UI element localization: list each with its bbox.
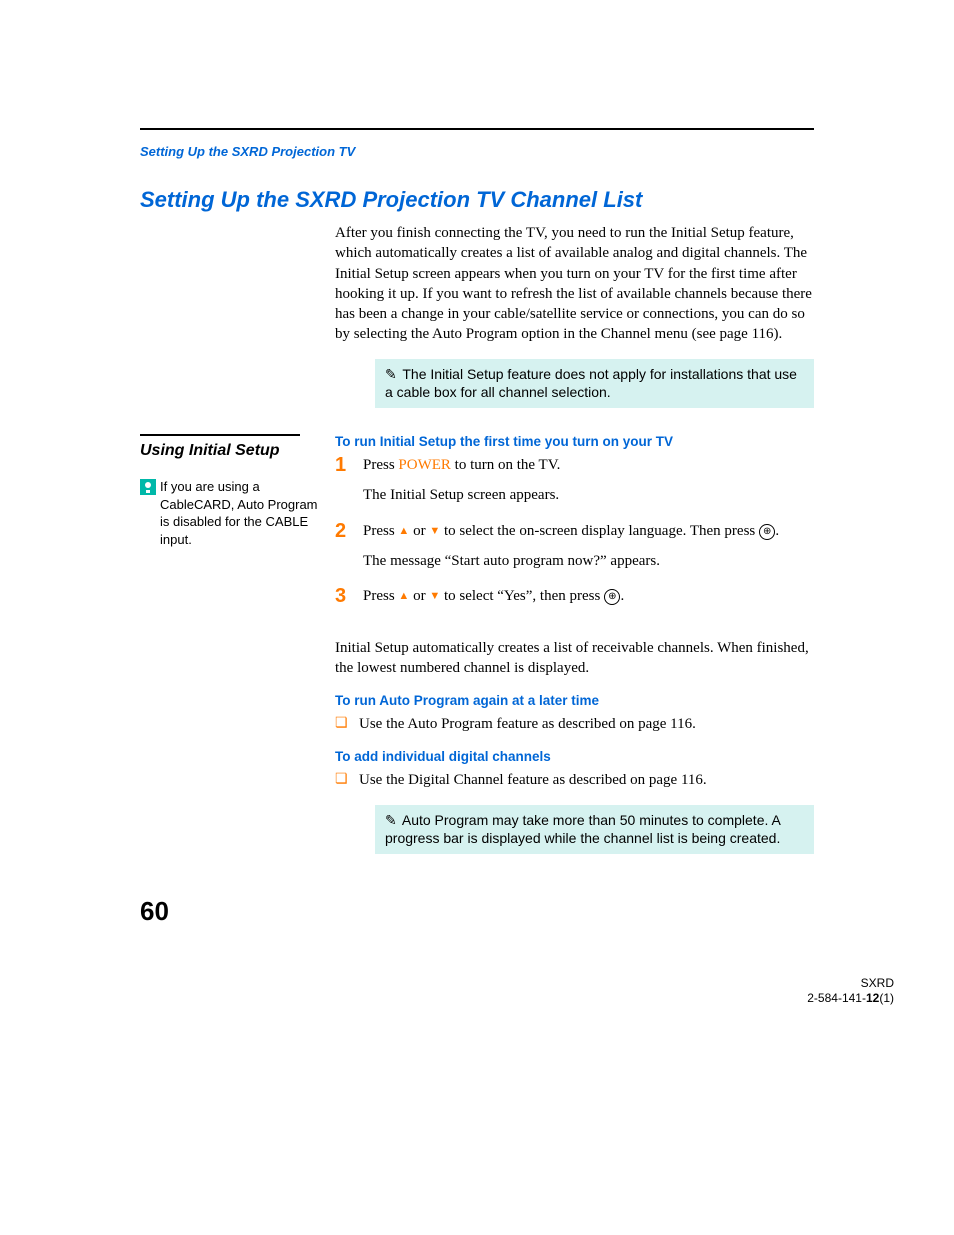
footer-docnum: 2-584-141-12(1): [807, 991, 894, 1007]
heading-auto-program-again: To run Auto Program again at a later tim…: [335, 693, 814, 708]
pencil-icon: ✎: [385, 366, 397, 382]
step-number: 2: [335, 521, 363, 541]
enter-button-icon: ⊕: [604, 589, 620, 605]
step-2-line-2: The message “Start auto program now?” ap…: [363, 551, 814, 573]
step-3-line-1: Press ▲ or ▼ to select “Yes”, then press…: [363, 586, 814, 608]
up-arrow-icon: ▲: [398, 525, 409, 537]
step-2: 2 Press ▲ or ▼ to select the on-screen d…: [335, 521, 814, 581]
footer: SXRD 2-584-141-12(1): [807, 976, 894, 1007]
heading-add-digital: To add individual digital channels: [335, 749, 814, 764]
bullet-auto-program: ❏ Use the Auto Program feature as descri…: [335, 714, 814, 735]
running-header: Setting Up the SXRD Projection TV: [140, 144, 814, 159]
power-label: POWER: [398, 457, 451, 473]
note-text: Auto Program may take more than 50 minut…: [385, 812, 780, 847]
pencil-icon: ✎: [385, 812, 397, 828]
step-1: 1 Press POWER to turn on the TV. The Ini…: [335, 455, 814, 515]
note-initial-setup: ✎ The Initial Setup feature does not app…: [375, 359, 814, 409]
intro-paragraph: After you finish connecting the TV, you …: [335, 223, 814, 345]
checkbox-icon: ❏: [335, 714, 359, 734]
down-arrow-icon: ▼: [429, 525, 440, 537]
step-2-line-1: Press ▲ or ▼ to select the on-screen dis…: [363, 521, 814, 543]
section-title: Setting Up the SXRD Projection TV Channe…: [140, 187, 814, 213]
bullet-text: Use the Digital Channel feature as descr…: [359, 770, 707, 791]
bullet-add-digital: ❏ Use the Digital Channel feature as des…: [335, 770, 814, 791]
subsection-title: Using Initial Setup: [140, 442, 325, 460]
footer-model: SXRD: [807, 976, 894, 992]
enter-button-icon: ⊕: [759, 524, 775, 540]
page-number: 60: [140, 896, 169, 927]
sidebar-tip: If you are using a CableCARD, Auto Progr…: [140, 478, 325, 548]
up-arrow-icon: ▲: [398, 590, 409, 602]
step-number: 3: [335, 586, 363, 606]
note-auto-program-time: ✎ Auto Program may take more than 50 min…: [375, 805, 814, 855]
note-text: The Initial Setup feature does not apply…: [385, 366, 797, 401]
step-number: 1: [335, 455, 363, 475]
bullet-text: Use the Auto Program feature as describe…: [359, 714, 696, 735]
top-horizontal-rule: [140, 128, 814, 130]
step-3: 3 Press ▲ or ▼ to select “Yes”, then pre…: [335, 586, 814, 616]
using-initial-setup-row: Using Initial Setup If you are using a C…: [140, 434, 814, 854]
step-1-line-1: Press POWER to turn on the TV.: [363, 455, 814, 477]
lightbulb-icon: [140, 479, 156, 495]
intro-row: After you finish connecting the TV, you …: [140, 223, 814, 434]
checkbox-icon: ❏: [335, 770, 359, 790]
tip-text: If you are using a CableCARD, Auto Progr…: [160, 478, 325, 548]
after-steps-paragraph: Initial Setup automatically creates a li…: [335, 638, 814, 679]
step-1-line-2: The Initial Setup screen appears.: [363, 485, 814, 507]
manual-page: Setting Up the SXRD Projection TV Settin…: [0, 0, 954, 1047]
heading-run-first-time: To run Initial Setup the first time you …: [335, 434, 814, 449]
subsection-rule: [140, 434, 300, 436]
down-arrow-icon: ▼: [429, 590, 440, 602]
